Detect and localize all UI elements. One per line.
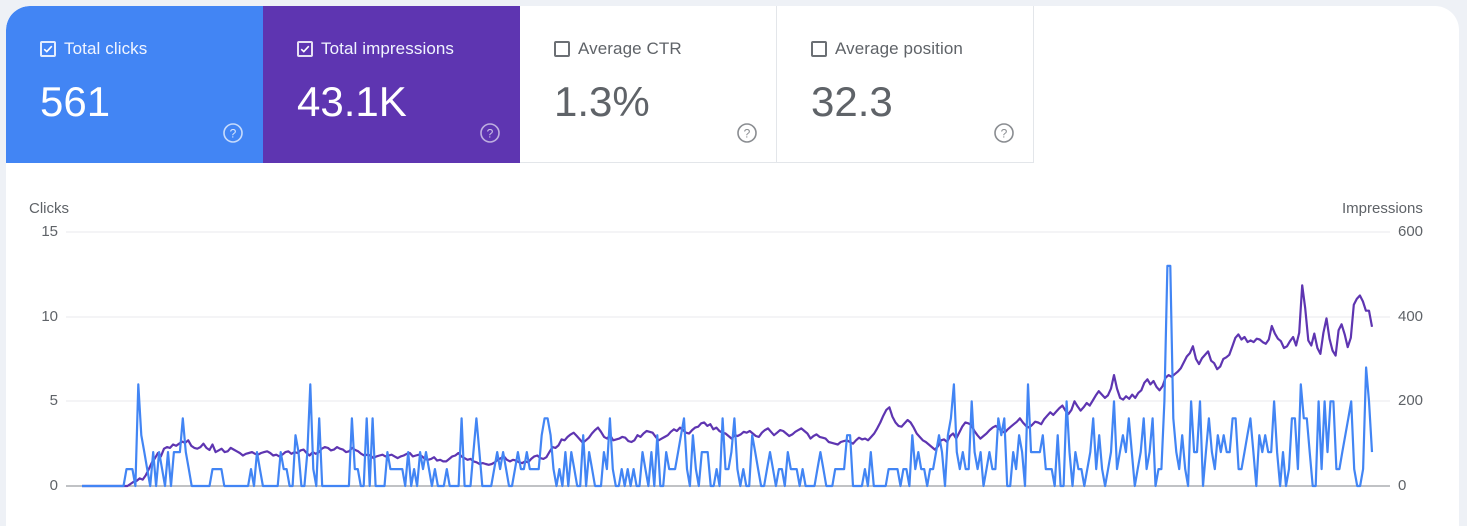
metric-tile-total-impressions[interactable]: Total impressions 43.1K ?	[263, 6, 520, 163]
checkbox-unchecked-icon[interactable]	[811, 41, 827, 57]
performance-card: Total clicks 561 ? Total impressions 43.…	[6, 6, 1459, 526]
checkbox-checked-icon[interactable]	[40, 41, 56, 57]
help-circle-icon[interactable]: ?	[479, 122, 501, 144]
svg-text:?: ?	[744, 127, 751, 141]
metric-value: 43.1K	[297, 78, 407, 125]
metric-tiles: Total clicks 561 ? Total impressions 43.…	[6, 6, 1034, 163]
metric-label: Total impressions	[321, 39, 455, 58]
metric-value: 32.3	[811, 78, 893, 125]
help-circle-icon[interactable]: ?	[993, 122, 1015, 144]
metric-value: 1.3%	[554, 78, 650, 125]
metric-tile-total-clicks[interactable]: Total clicks 561 ?	[6, 6, 263, 163]
metric-label: Average CTR	[578, 39, 682, 58]
svg-text:?: ?	[1001, 127, 1008, 141]
metric-tile-average-position[interactable]: Average position 32.3 ?	[777, 6, 1034, 163]
metric-label: Average position	[835, 39, 963, 58]
svg-text:?: ?	[487, 127, 494, 141]
metric-value: 561	[40, 78, 111, 125]
help-circle-icon[interactable]: ?	[736, 122, 758, 144]
svg-text:?: ?	[230, 127, 237, 141]
checkbox-checked-icon[interactable]	[297, 41, 313, 57]
checkbox-unchecked-icon[interactable]	[554, 41, 570, 57]
metric-tile-average-ctr[interactable]: Average CTR 1.3% ?	[520, 6, 777, 163]
metric-label: Total clicks	[64, 39, 148, 58]
help-circle-icon[interactable]: ?	[222, 122, 244, 144]
